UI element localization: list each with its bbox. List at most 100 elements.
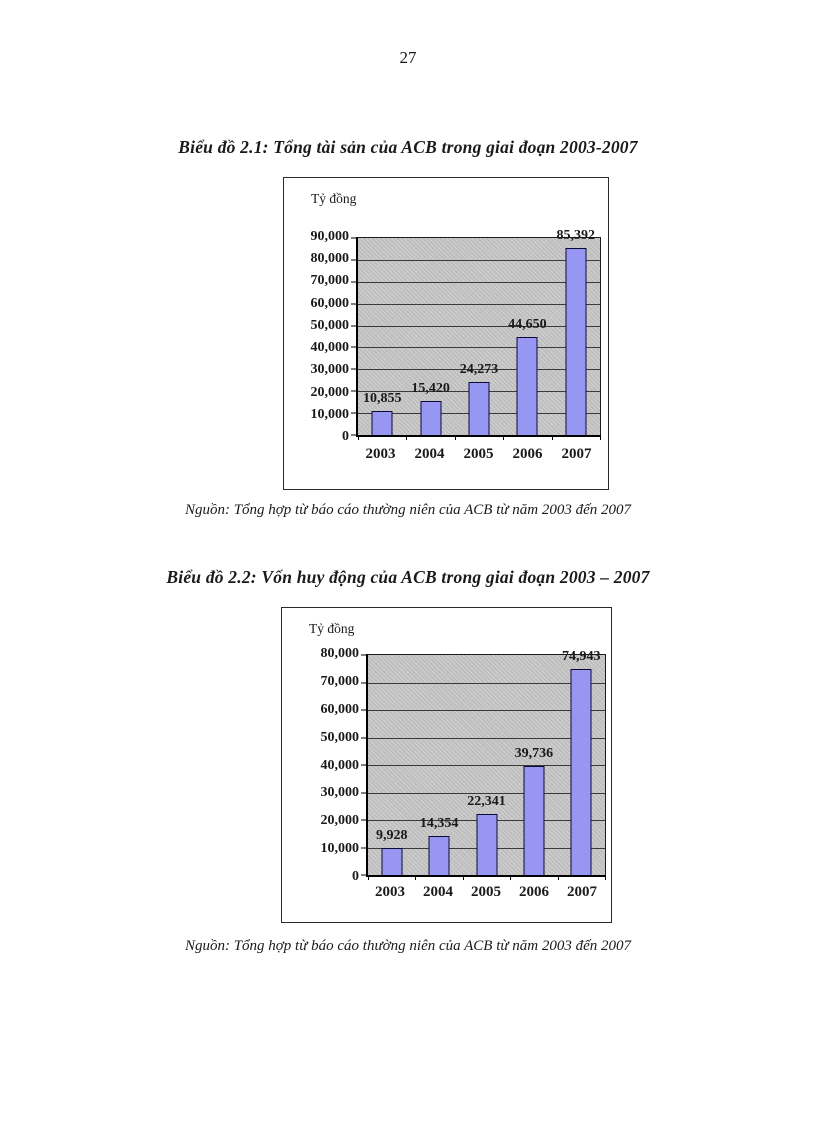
gridline — [358, 369, 600, 371]
y-tick-label: 50,000 — [310, 317, 350, 333]
y-tick-mark — [351, 346, 358, 348]
x-tick-label: 2003 — [375, 884, 405, 900]
bar-value-label: 74,943 — [562, 648, 601, 664]
y-tick-label: 60,000 — [320, 701, 360, 717]
x-tick-mark — [605, 875, 606, 880]
figure-1-title: Biểu đồ 2.1: Tổng tài sản của ACB trong … — [178, 137, 638, 157]
y-tick-mark — [361, 874, 368, 876]
x-tick-label: 2006 — [512, 446, 543, 462]
plot-area: 9,928 14,354 22,341 39,736 74,943 — [361, 649, 606, 880]
gridline — [358, 281, 600, 283]
bar — [565, 248, 587, 435]
y-tick-label: 0 — [342, 429, 349, 444]
x-tick-mark — [462, 875, 464, 880]
y-tick-label: 20,000 — [320, 813, 360, 829]
y-tick-label: 80,000 — [310, 251, 350, 267]
x-tick-mark — [551, 435, 553, 440]
y-tick-mark — [361, 847, 368, 848]
x-axis-labels: 2003 2004 2005 2006 2007 — [366, 884, 606, 901]
gridline — [368, 737, 605, 739]
y-tick-label: 30,000 — [310, 362, 350, 378]
x-tick-label: 2007 — [567, 884, 597, 900]
bar-value-label: 15,420 — [411, 381, 450, 397]
y-tick-mark — [351, 303, 358, 305]
y-tick-label: 30,000 — [320, 785, 360, 801]
y-tick-label: 90,000 — [310, 229, 350, 244]
chart-2-frame: Tỷ đồng 80,000 70,000 60,000 50,000 40,000 30… — [281, 607, 612, 923]
y-tick-label: 70,000 — [310, 273, 350, 289]
figure-2-source: Nguồn: Tổng hợp từ báo cáo thường niên c… — [184, 938, 632, 954]
x-tick-label: 2004 — [414, 446, 445, 462]
x-tick-mark — [454, 435, 456, 440]
x-tick-mark — [503, 435, 505, 440]
y-tick-mark — [361, 654, 368, 656]
x-tick-label: 2005 — [463, 446, 494, 462]
y-tick-label: 80,000 — [320, 646, 360, 661]
x-tick-mark — [600, 435, 601, 440]
x-tick-mark — [368, 875, 369, 880]
x-tick-mark — [557, 875, 559, 880]
y-tick-mark — [351, 390, 358, 392]
bar — [420, 401, 442, 435]
y-tick-mark — [361, 792, 368, 793]
y-tick-mark — [351, 281, 358, 283]
gridline — [358, 259, 600, 261]
y-tick-label: 70,000 — [320, 673, 360, 689]
gridline — [358, 325, 600, 327]
bar-value-label: 22,341 — [467, 793, 506, 809]
bar-value-label: 9,928 — [375, 827, 408, 843]
bar — [468, 381, 490, 435]
bar — [523, 765, 545, 875]
bar-value-label: 44,650 — [508, 317, 547, 333]
x-tick-label: 2005 — [471, 884, 501, 900]
bar — [381, 847, 403, 875]
y-tick-mark — [351, 237, 358, 239]
y-tick-mark — [361, 764, 368, 766]
y-tick-label: 10,000 — [320, 841, 360, 857]
y-tick-mark — [351, 412, 358, 414]
x-tick-label: 2007 — [561, 446, 592, 462]
gridline — [368, 765, 605, 766]
x-axis-labels: 2003 2004 2005 2006 2007 — [356, 446, 601, 463]
bar-value-label: 85,392 — [556, 228, 596, 244]
y-tick-mark — [351, 259, 358, 261]
bar — [371, 411, 393, 435]
y-tick-mark — [361, 682, 368, 683]
y-tick-label: 40,000 — [320, 757, 360, 773]
chart-1-unit-label: Tỷ đồng — [311, 191, 357, 206]
gridline — [368, 710, 605, 711]
y-axis-labels: 80,000 70,000 60,000 50,000 40,000 30,000 20,0… — [282, 646, 360, 884]
y-tick-mark — [361, 709, 368, 711]
y-tick-mark — [351, 368, 358, 370]
y-tick-label: 50,000 — [320, 729, 360, 745]
bar — [570, 668, 592, 875]
figure-1-source: Nguồn: Tổng hợp từ báo cáo thường niên c… — [184, 502, 632, 518]
x-tick-mark — [415, 875, 417, 880]
y-tick-mark — [361, 819, 368, 821]
chart-2-unit-label: Tỷ đồng — [309, 621, 355, 636]
figure-2-title: Biểu đồ 2.2: Vốn huy động của ACB trong … — [166, 567, 650, 587]
y-axis-labels: 90,000 80,000 70,000 60,000 50,000 40,000 30,0… — [284, 229, 350, 444]
y-tick-label: 20,000 — [310, 384, 350, 400]
bar — [516, 337, 538, 435]
x-tick-mark — [510, 875, 512, 880]
x-tick-mark — [358, 435, 359, 440]
x-tick-label: 2003 — [365, 446, 396, 462]
gridline — [358, 303, 600, 305]
x-tick-label: 2004 — [423, 884, 453, 900]
y-tick-label: 0 — [352, 869, 359, 884]
y-tick-mark — [361, 737, 368, 738]
y-tick-label: 60,000 — [310, 295, 350, 311]
chart-1-frame: Tỷ đồng 90,000 80,000 70,000 60,000 50,000 40… — [283, 177, 609, 490]
y-tick-mark — [351, 325, 358, 327]
plot-area: 10,855 15,420 24,273 44,650 85,392 — [351, 228, 601, 440]
bar-value-label: 24,273 — [459, 361, 499, 377]
bar-value-label: 39,736 — [514, 745, 554, 761]
gridline — [368, 682, 605, 684]
bar-value-label: 14,354 — [419, 815, 459, 831]
x-tick-mark — [406, 435, 408, 440]
y-tick-label: 10,000 — [310, 406, 350, 422]
bar — [428, 835, 450, 875]
y-tick-mark — [351, 434, 358, 436]
